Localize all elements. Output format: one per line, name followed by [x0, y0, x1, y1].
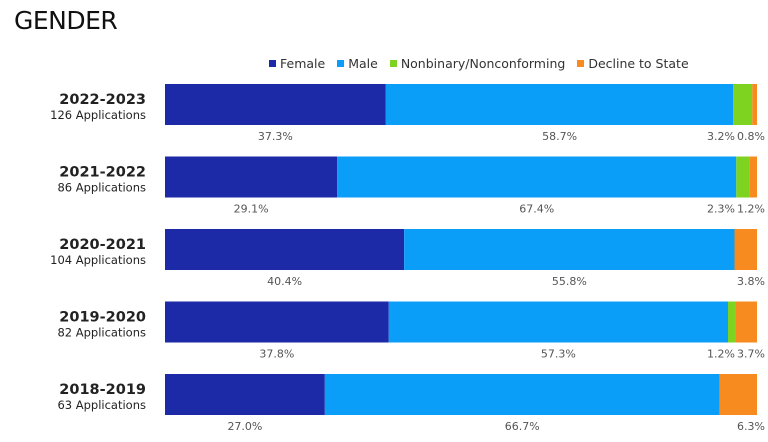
data-label: 29.1% — [234, 203, 269, 216]
data-label: 57.3% — [541, 348, 576, 361]
data-label: 58.7% — [542, 130, 577, 143]
legend-swatch — [269, 59, 276, 67]
category-year-label: 2019-2020 — [59, 310, 146, 326]
data-label: 3.8% — [737, 275, 765, 288]
bar-segment-male — [324, 374, 720, 415]
legend-item-decline-to-state: Decline to State — [577, 55, 689, 71]
bar-segment-decline-to-state — [734, 229, 757, 270]
legend-item-male: Male — [337, 56, 378, 71]
data-label: 1.2% — [707, 348, 735, 361]
category-count-label: 126 Applications — [50, 108, 146, 122]
bar-segment-female — [165, 301, 389, 343]
bar-segment-male — [388, 301, 728, 343]
data-label: 55.8% — [552, 275, 587, 288]
data-label: 37.3% — [258, 130, 293, 143]
chart-title: GENDER — [14, 6, 118, 35]
bar-segment-male — [385, 84, 734, 125]
bar-segment-female — [165, 156, 338, 198]
bar-segment-decline-to-state — [719, 374, 757, 415]
bar-segment-nonbinary-nonconforming — [727, 301, 736, 343]
category-year-label: 2021-2022 — [59, 165, 146, 181]
bar-segment-female — [165, 84, 386, 125]
bar-segment-nonbinary-nonconforming — [736, 156, 750, 198]
legend-swatch — [389, 59, 397, 67]
legend-swatch — [577, 59, 585, 67]
data-label: 1.2% — [737, 203, 765, 216]
legend-label: Decline to State — [588, 55, 689, 71]
legend-label: Male — [348, 55, 378, 71]
legend: Female Male Nonbinary/Nonconforming Decline… — [269, 55, 701, 71]
data-label: 3.7% — [737, 348, 765, 361]
data-label: 0.8% — [737, 130, 765, 143]
bar-segment-female — [165, 229, 405, 270]
data-label: 6.3% — [737, 420, 765, 433]
data-label: 67.4% — [519, 203, 554, 216]
category-year-label: 2018-2019 — [59, 382, 146, 398]
legend-swatch — [337, 59, 345, 67]
category-count-label: 86 Applications — [57, 181, 146, 195]
bar-segment-male — [337, 156, 737, 198]
legend-label: Female — [280, 55, 326, 71]
data-label: 3.2% — [707, 130, 735, 143]
data-label: 27.0% — [227, 420, 262, 433]
bar-segment-decline-to-state — [749, 156, 757, 198]
data-label: 66.7% — [505, 420, 540, 433]
data-label: 40.4% — [267, 275, 302, 288]
data-label: 37.8% — [259, 348, 294, 361]
category-count-label: 63 Applications — [57, 398, 146, 412]
bar-segment-decline-to-state — [735, 301, 757, 343]
category-count-label: 104 Applications — [50, 253, 146, 267]
legend-item-female: Female — [269, 56, 325, 71]
data-label: 2.3% — [707, 203, 735, 216]
bar-segment-female — [165, 374, 325, 415]
category-count-label: 82 Applications — [57, 326, 146, 340]
bar-segment-nonbinary-nonconforming — [733, 84, 753, 125]
category-year-label: 2022-2023 — [59, 92, 146, 108]
legend-item-nonbinary-nonconforming: Nonbinary/Nonconforming — [389, 55, 566, 71]
category-year-label: 2020-2021 — [59, 237, 146, 253]
bar-segment-decline-to-state — [752, 84, 757, 125]
bar-segment-male — [404, 229, 735, 270]
legend-label: Nonbinary/Nonconforming — [400, 55, 566, 71]
